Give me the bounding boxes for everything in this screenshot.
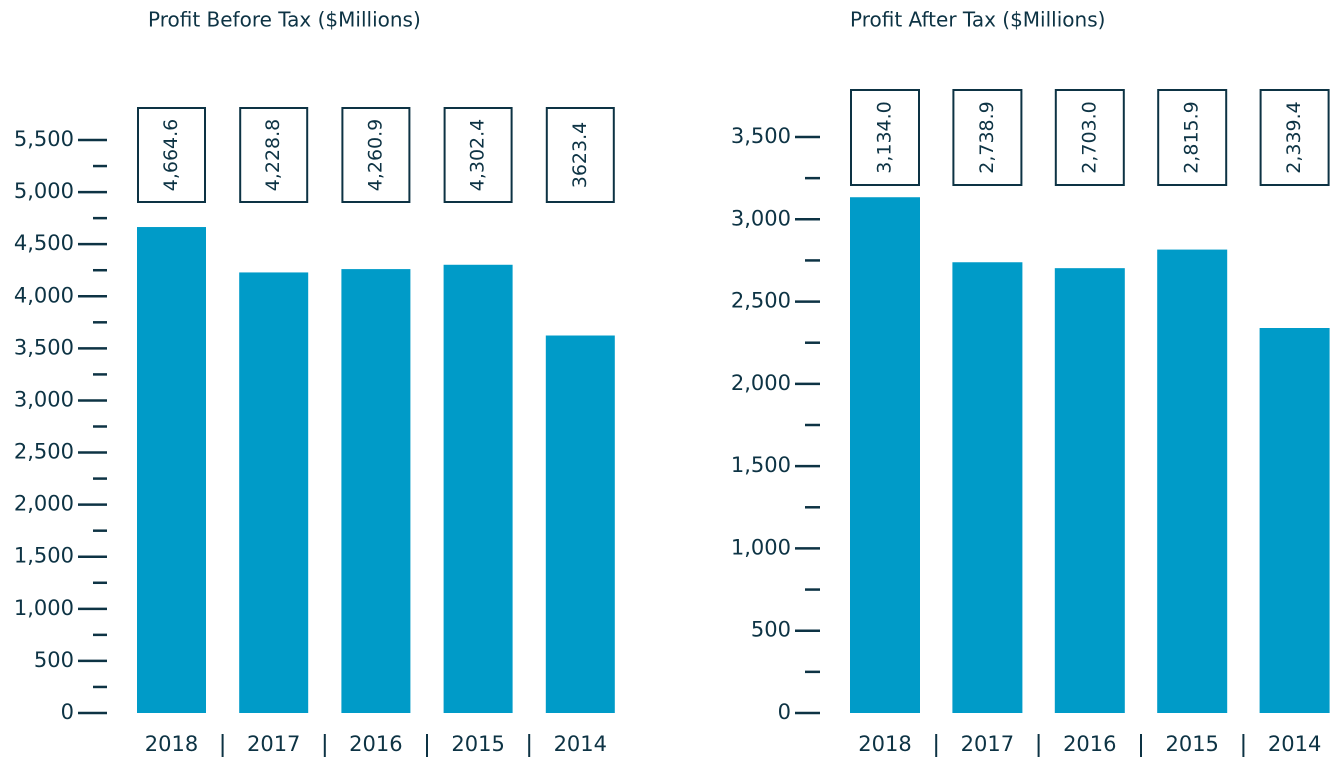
value-label-box [1054, 89, 1125, 186]
value-label: 2,815.9 [1181, 101, 1203, 174]
x-tick-label: 2018 [858, 732, 911, 756]
x-tick-label: 2014 [554, 732, 607, 756]
y-tick-label: 1,500 [14, 544, 74, 568]
bar [1157, 249, 1228, 713]
value-label-box [850, 89, 920, 186]
bar [341, 269, 411, 713]
x-tick-label: 2016 [1063, 732, 1116, 756]
y-tick-label: 1,000 [14, 596, 74, 620]
value-label: 2,339.4 [1283, 101, 1305, 174]
y-tick-label: 3,500 [14, 335, 74, 359]
value-label: 4,302.4 [467, 119, 489, 192]
value-label: 2,703.0 [1078, 101, 1100, 174]
x-tick-label: 2016 [349, 732, 402, 756]
bar [1054, 268, 1125, 713]
y-tick-label: 3,500 [731, 124, 791, 148]
y-tick-label: 4,500 [14, 231, 74, 255]
x-tick-label: 2017 [961, 732, 1014, 756]
value-label-box [443, 107, 513, 203]
y-tick-label: 0 [778, 700, 791, 724]
value-label-box [239, 107, 309, 203]
value-label: 2,738.9 [976, 101, 998, 174]
bar [137, 227, 206, 713]
y-tick-label: 0 [61, 700, 74, 724]
bar [443, 264, 513, 713]
value-label-box [1259, 89, 1330, 186]
y-tick-label: 500 [34, 648, 74, 672]
y-tick-label: 2,000 [731, 371, 791, 395]
bar [239, 272, 309, 713]
bar [1259, 328, 1330, 713]
y-tick-label: 5,000 [14, 179, 74, 203]
value-label: 4,664.6 [160, 119, 182, 192]
x-tick-label: 2015 [1165, 732, 1218, 756]
value-label-box [952, 89, 1023, 186]
value-label-box [137, 107, 206, 203]
x-tick-label: 2018 [145, 732, 198, 756]
x-tick-label: 2015 [451, 732, 504, 756]
y-tick-label: 2,000 [14, 492, 74, 516]
value-label-box [545, 107, 615, 203]
bar [952, 262, 1023, 713]
y-tick-label: 1,000 [731, 535, 791, 559]
y-tick-label: 2,500 [731, 289, 791, 313]
chart-title: Profit After Tax ($Millions) [850, 8, 1105, 32]
value-label-box [341, 107, 411, 203]
value-label: 3623.4 [569, 122, 591, 188]
value-label-box [1157, 89, 1228, 186]
y-tick-label: 3,000 [731, 206, 791, 230]
chart-title: Profit Before Tax ($Millions) [148, 8, 421, 32]
y-tick-label: 5,500 [14, 127, 74, 151]
value-label: 4,260.9 [364, 119, 386, 192]
bar [850, 197, 920, 713]
x-tick-label: 2014 [1268, 732, 1321, 756]
y-tick-label: 500 [751, 618, 791, 642]
x-tick-label: 2017 [247, 732, 300, 756]
y-tick-label: 2,500 [14, 440, 74, 464]
value-label: 4,228.8 [262, 119, 284, 192]
y-tick-label: 3,000 [14, 387, 74, 411]
y-tick-label: 4,000 [14, 283, 74, 307]
y-tick-label: 1,500 [731, 453, 791, 477]
bar [545, 335, 615, 713]
value-label: 3,134.0 [874, 101, 896, 174]
